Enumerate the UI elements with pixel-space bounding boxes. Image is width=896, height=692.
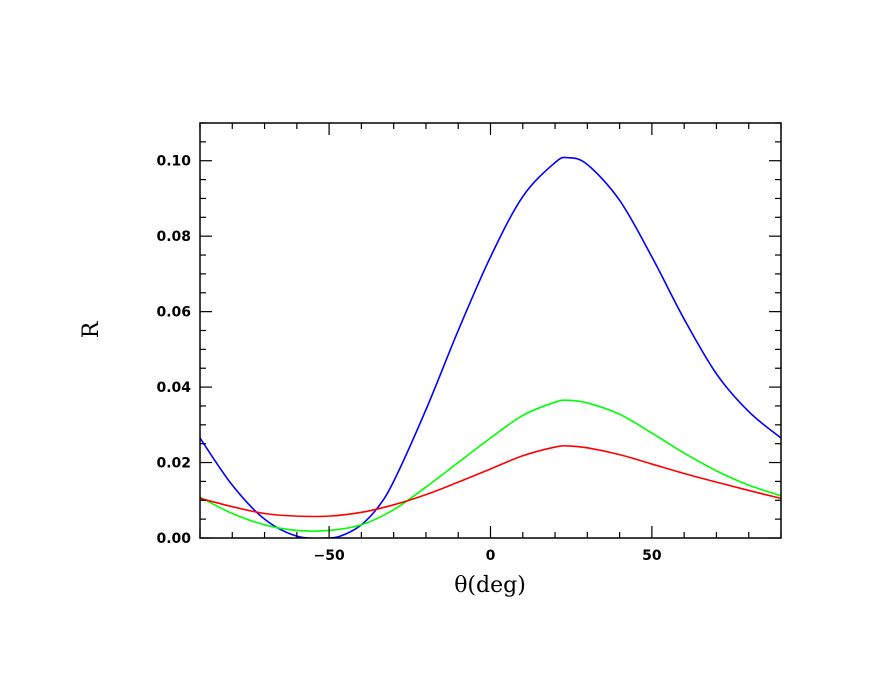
series-line-1 <box>200 156 781 538</box>
x-tick-label: 50 <box>642 548 662 564</box>
y-tick-label: 0.02 <box>156 456 191 472</box>
tick-labels: −50 0 50 0.00 0.02 0.04 0.06 0.08 0.10 <box>156 154 661 564</box>
y-tick-label: 0.04 <box>156 380 191 396</box>
x-tick-label: 0 <box>486 548 496 564</box>
y-tick-label: 0.08 <box>156 229 191 245</box>
x-axis-title: θ(deg) <box>454 573 526 598</box>
y-axis-title: R <box>79 320 104 338</box>
plot-frame <box>199 122 782 539</box>
y-tick-label: 0.00 <box>156 531 191 547</box>
plot-lines <box>200 156 781 538</box>
x-tick-label: −50 <box>314 548 345 564</box>
series-line-3 <box>200 445 781 518</box>
y-tick-label: 0.06 <box>156 305 191 321</box>
series-line-2 <box>200 399 781 532</box>
y-tick-label: 0.10 <box>156 154 191 170</box>
